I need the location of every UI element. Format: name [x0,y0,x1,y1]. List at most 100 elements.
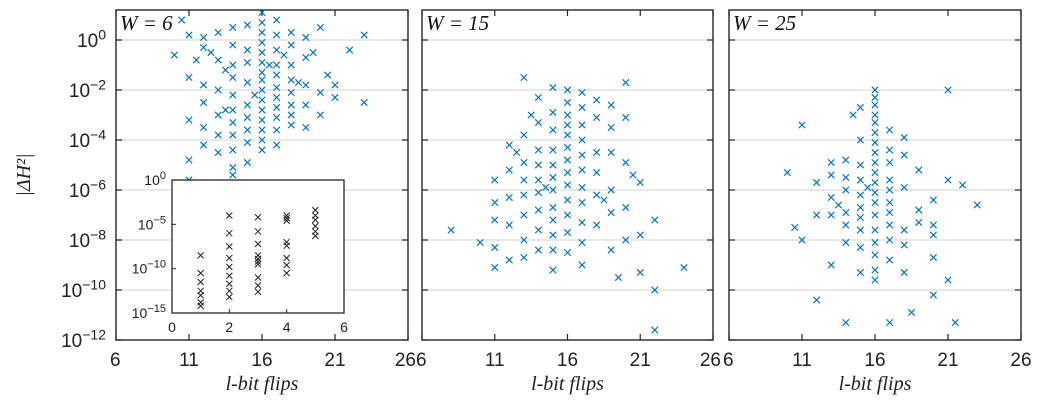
data-point [229,171,237,179]
data-point [886,176,894,184]
inset-data-point [254,260,262,268]
data-point [871,138,879,147]
inset-data-point [311,206,319,214]
x-tick-label: 11 [485,350,505,371]
data-point [243,138,251,147]
data-point [273,83,281,92]
data-point [243,158,251,167]
data-point [302,33,310,42]
data-point [258,136,266,144]
data-point [214,111,222,119]
x-tick-label: 16 [251,350,272,371]
y-tick-label: 10−4 [69,126,106,152]
data-point [593,148,601,157]
panel-title: W = 25 [733,11,796,35]
data-point [258,86,266,94]
data-point [243,58,251,67]
data-point [607,148,615,157]
data-point [578,136,586,144]
data-point [563,98,572,107]
data-point [871,266,879,274]
data-point [636,268,644,277]
data-point [578,166,586,174]
data-point [287,101,295,109]
inset-x-tick-label: 0 [168,319,176,335]
data-point [185,73,193,82]
data-point [886,256,894,264]
data-point [856,176,864,184]
data-point [900,268,908,277]
data-point [229,91,237,99]
data-point [200,123,208,132]
data-point [549,246,557,254]
data-point [170,51,178,59]
data-point [258,126,266,134]
data-point [287,61,295,69]
data-point [549,186,557,194]
data-point [929,231,937,239]
data-point [273,93,281,102]
data-point [476,238,484,247]
data-point [651,286,659,294]
inset-data-point [225,272,233,280]
panel-2: 6 11 16 21 26 W = 15 l-bit flips [416,9,721,395]
data-point [258,28,266,37]
data-point [783,168,791,177]
data-point [578,103,586,112]
y-tick-label: 10−8 [69,226,106,252]
data-point [827,261,835,269]
data-point [871,118,879,127]
data-point [527,111,535,119]
data-point [871,168,879,177]
data-point [871,198,879,207]
data-point [871,211,879,219]
data-point [324,71,332,79]
data-point [871,251,879,259]
data-point [651,216,659,224]
data-point [258,116,266,124]
data-point [185,31,193,39]
inset-data-point [254,255,262,263]
x-tick-label: 21 [937,350,958,371]
inset-data-point [283,269,291,277]
inset-data-point [283,242,291,249]
data-point [680,263,688,272]
data-point [593,168,601,177]
data-point [856,103,864,112]
data-point [520,131,528,139]
data-point [886,198,894,207]
data-point [871,93,879,102]
data-point [229,61,237,69]
data-point [834,201,843,209]
data-point [871,178,879,187]
data-point [258,106,266,114]
inset-y-tick-label: 100 [144,170,166,188]
x-tick-label: 16 [557,350,578,371]
data-point [842,208,850,217]
x-axis-label: l-bit flips [226,373,299,395]
data-point [593,113,601,122]
data-point [578,238,586,247]
data-point [243,21,251,29]
data-point [258,96,266,104]
data-point [636,231,644,239]
data-point [849,111,857,119]
x-axis-label: l-bit flips [531,373,604,395]
data-point [600,196,608,204]
data-point [229,146,237,154]
data-point [578,121,586,129]
data-point [549,173,557,182]
inset-data-point [283,212,291,219]
data-point [280,51,288,59]
data-point [607,101,615,109]
data-point [294,78,303,87]
data-point [563,86,572,94]
data-point [549,146,557,154]
data-point [607,123,615,132]
data-point [214,56,222,64]
data-point [273,103,281,112]
data-point [871,148,879,157]
data-point [534,93,542,102]
data-point [273,46,281,54]
data-point [200,33,208,42]
